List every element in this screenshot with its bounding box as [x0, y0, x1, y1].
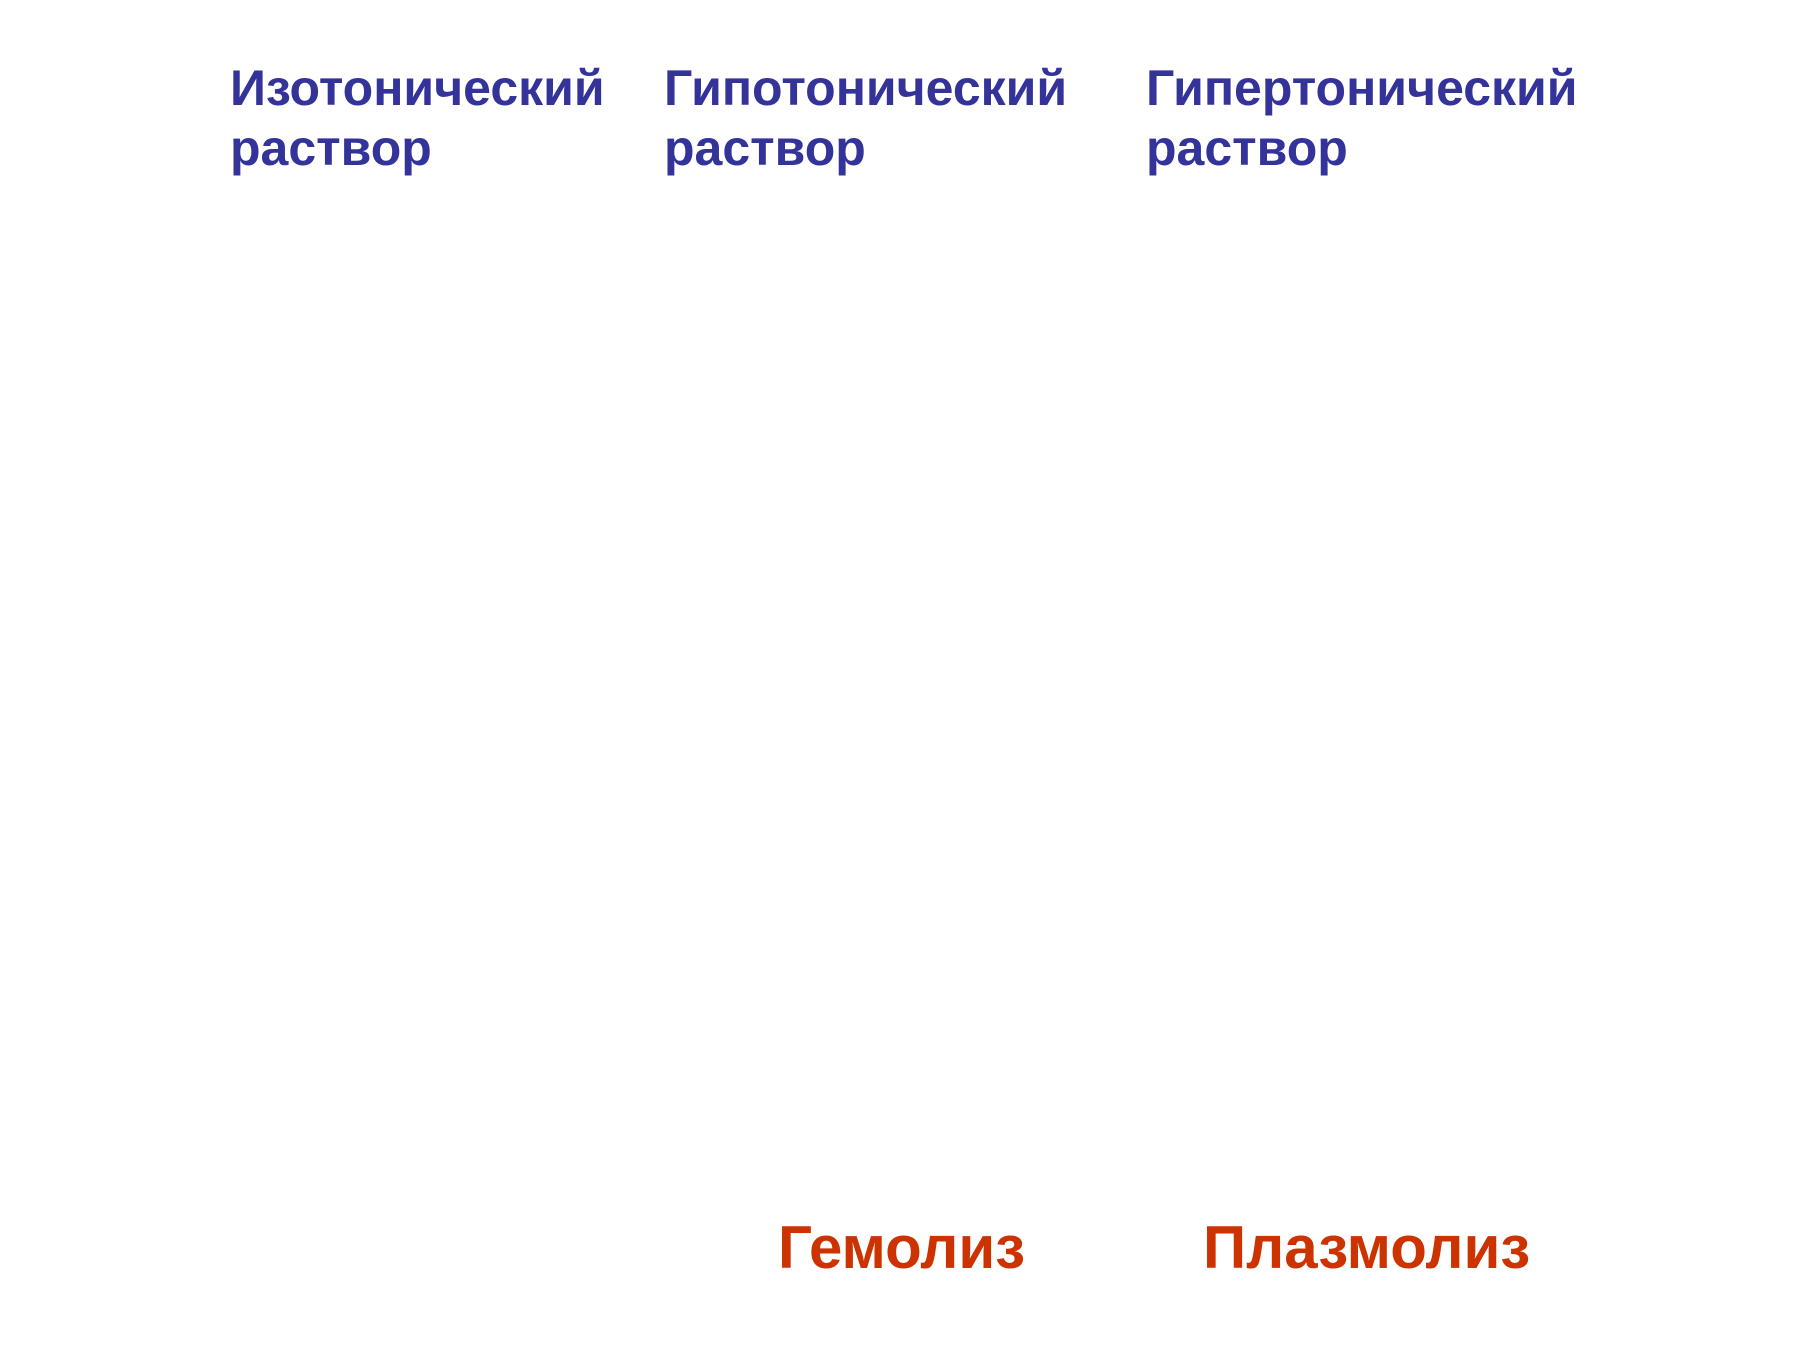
title-line: Гипотонический — [664, 60, 1068, 116]
column-title: Изотонический раствор — [230, 58, 605, 178]
title-line: раствор — [230, 120, 432, 176]
column-title: Гипотонический раствор — [664, 58, 1067, 178]
title-line: Гипертонический — [1146, 60, 1578, 116]
result-label: Плазмолиз — [1203, 1214, 1531, 1281]
result-label: Гемолиз — [778, 1214, 1026, 1281]
title-line: раствор — [1146, 120, 1348, 176]
column-title: Гипертонический раствор — [1146, 58, 1578, 178]
title-line: раствор — [664, 120, 866, 176]
title-line: Изотонический — [230, 60, 605, 116]
